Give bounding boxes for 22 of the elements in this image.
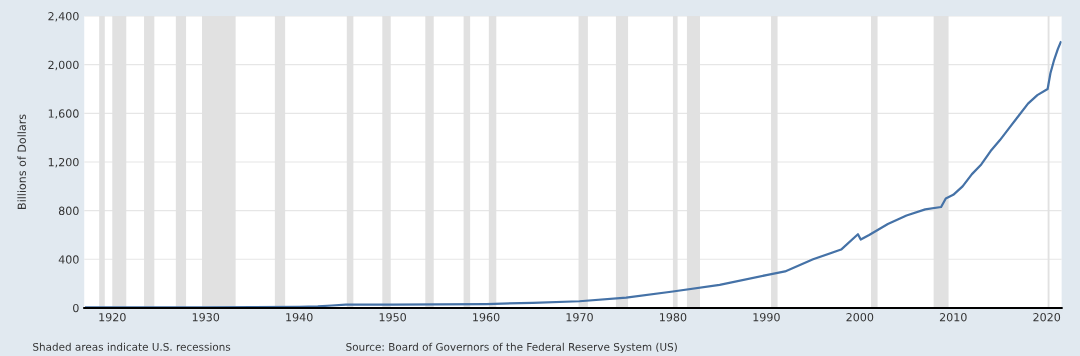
x-tick-label: 1990 (753, 313, 780, 322)
y-tick-label: 2,400 (48, 11, 79, 22)
y-tick-label: 400 (58, 255, 79, 264)
y-tick-label: 1,200 (48, 157, 79, 168)
x-tick-label: 2020 (1033, 313, 1061, 322)
x-tick-label: 1970 (566, 313, 593, 322)
y-tick-label: 0 (73, 303, 79, 313)
x-tick-label: 2000 (846, 313, 874, 322)
source-note: Source: Board of Governors of the Federal Reserve System (US) (346, 342, 677, 353)
x-tick-label: 1980 (660, 313, 687, 322)
y-tick-label: 800 (58, 206, 79, 216)
x-tick-label: 2010 (939, 313, 967, 322)
y-axis-title: Billions of Dollars (17, 114, 26, 209)
y-tick-label: 2,000 (48, 60, 79, 71)
text: Shaded areas indicate U.S. recessions (33, 342, 231, 351)
y-tick-label: 1,600 (48, 109, 79, 119)
line-series (85, 41, 1062, 308)
x-tick-label: 1940 (286, 313, 313, 322)
x-tick-label: 1950 (379, 313, 406, 322)
x-tick-label: 1960 (473, 313, 500, 322)
x-tick-label: 1930 (192, 313, 220, 322)
x-tick-label: 1920 (99, 313, 126, 322)
